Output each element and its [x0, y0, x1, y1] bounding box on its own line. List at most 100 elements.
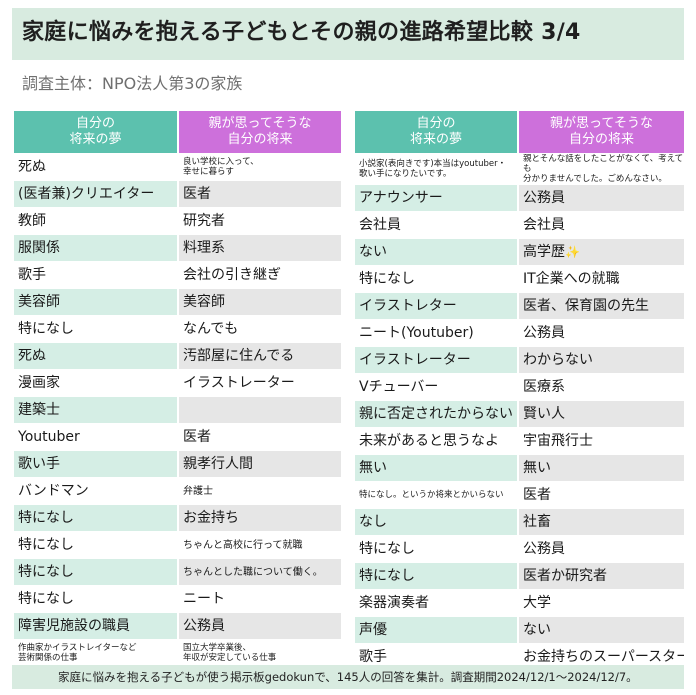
parent-expectation-cell: わからない [518, 346, 684, 374]
own-dream-cell: 漫画家 [14, 369, 179, 397]
parent-expectation-cell: 医者 [178, 180, 341, 208]
own-dream-cell: 特になし [14, 531, 179, 559]
own-dream-cell: 特になし [14, 315, 179, 343]
own-dream-cell: 会社員 [355, 211, 519, 239]
parent-expectation-cell: 高学歴✨ [518, 238, 684, 266]
parent-expectation-cell: 料理系 [178, 234, 341, 262]
own-dream-cell: ニート(Youtuber) [355, 319, 519, 347]
own-dream-cell: 楽器演奏者 [355, 589, 519, 617]
own-dream-cell: 特になし [14, 558, 179, 586]
table-row: 楽器演奏者 大学 [355, 589, 684, 617]
parent-expectation-cell: 弁護士 [178, 477, 341, 505]
table-row: 歌い手 親孝行人間 [14, 450, 341, 478]
table-row: Vチューバー 医療系 [355, 373, 684, 401]
own-dream-cell: イラストレーター [355, 346, 519, 374]
own-dream-cell: 声優 [355, 616, 519, 644]
table-header-row: 自分の 将来の夢 親が思ってそうな 自分の将来 [355, 111, 684, 154]
parent-expectation-cell: 親孝行人間 [178, 450, 341, 478]
own-dream-cell: アナウンサー [355, 184, 519, 212]
table-row: 特になし なんでも [14, 315, 341, 343]
header-own-dream: 自分の 将来の夢 [355, 111, 519, 154]
table-row: 歌手 会社の引き継ぎ [14, 261, 341, 289]
own-dream-cell: 無い [355, 454, 519, 482]
own-dream-cell: Vチューバー [355, 373, 519, 401]
header-parent-expectation: 親が思ってそうな 自分の将来 [518, 111, 684, 154]
parent-expectation-cell: なんでも [178, 315, 341, 343]
own-dream-cell: 特になし [355, 562, 519, 590]
own-dream-cell: 特になし [14, 504, 179, 532]
parent-expectation-cell: 公務員 [178, 612, 341, 640]
table-row: 特になし 公務員 [355, 535, 684, 563]
page-title: 家庭に悩みを抱える子どもとその親の進路希望比較 3/4 [22, 20, 581, 45]
title-banner [12, 8, 684, 60]
table-header-row: 自分の 将来の夢 親が思ってそうな 自分の将来 [14, 111, 341, 154]
own-dream-cell: イラストレター [355, 292, 519, 320]
parent-expectation-cell: 医者 [518, 481, 684, 509]
footer-note: 家庭に悩みを抱える子どもが使う掲示板gedokunで、145人の回答を集計。調査… [58, 670, 638, 684]
own-dream-cell: 障害児施設の職員 [14, 612, 179, 640]
table-row: 作曲家かイラストレイターなど 芸術関係の仕事 国立大学卒業後、 年収が安定している仕事 [14, 639, 341, 667]
table-row: 声優 ない [355, 616, 684, 644]
header-own-dream: 自分の 将来の夢 [14, 111, 179, 154]
own-dream-cell: (医者兼)クリエイター [14, 180, 179, 208]
parent-expectation-cell: イラストレーター [178, 369, 341, 397]
parent-expectation-cell: お金持ち [178, 504, 341, 532]
table-row: 未来があると思うなよ 宇宙飛行士 [355, 427, 684, 455]
own-dream-cell: 歌い手 [14, 450, 179, 478]
table-row: 小説家(表向きです)本当はyoutuber・ 歌い手になりたいです。 親とそんな話を… [355, 153, 684, 185]
parent-expectation-cell [178, 396, 341, 424]
own-dream-cell: 特になし [355, 265, 519, 293]
table-row: 特になし お金持ち [14, 504, 341, 532]
table-row: 特になし ちゃんと高校に行って就職 [14, 531, 341, 559]
parent-expectation-cell: 会社の引き継ぎ [178, 261, 341, 289]
parent-expectation-cell: 公務員 [518, 184, 684, 212]
parent-expectation-cell: ちゃんと高校に行って就職 [178, 531, 341, 559]
right-comparison-table: 自分の 将来の夢 親が思ってそうな 自分の将来 小説家(表向きです)本当はyoutube… [355, 111, 684, 671]
own-dream-cell: 特になし。というか将来とかいらない [355, 481, 519, 509]
table-row: 特になし IT企業への就職 [355, 265, 684, 293]
sparkle-icon: ✨ [565, 244, 580, 259]
table-row: ニート(Youtuber) 公務員 [355, 319, 684, 347]
table-row: 特になし。というか将来とかいらない 医者 [355, 481, 684, 509]
parent-expectation-cell: 汚部屋に住んでる [178, 342, 341, 370]
table-row: 障害児施設の職員 公務員 [14, 612, 341, 640]
own-dream-cell: 小説家(表向きです)本当はyoutuber・ 歌い手になりたいです。 [355, 153, 519, 185]
table-row: なし 社畜 [355, 508, 684, 536]
own-dream-cell: 未来があると思うなよ [355, 427, 519, 455]
own-dream-cell: 特になし [355, 535, 519, 563]
own-dream-cell: 死ぬ [14, 153, 179, 181]
left-comparison-table: 自分の 将来の夢 親が思ってそうな 自分の将来 死ぬ 良い学校に入って、 幸せに暮らす (医者… [14, 111, 341, 667]
parent-expectation-cell: 美容師 [178, 288, 341, 316]
table-row: イラストレーター わからない [355, 346, 684, 374]
parent-expectation-cell: 大学 [518, 589, 684, 617]
header-parent-expectation: 親が思ってそうな 自分の将来 [178, 111, 341, 154]
own-dream-cell: 歌手 [14, 261, 179, 289]
parent-expectation-cell: 社畜 [518, 508, 684, 536]
table-row: バンドマン 弁護士 [14, 477, 341, 505]
parent-expectation-cell: 医療系 [518, 373, 684, 401]
parent-expectation-cell: IT企業への就職 [518, 265, 684, 293]
page-subtitle: 調査主体：NPO法人第3の家族 [22, 74, 243, 93]
table-row: 特になし ニート [14, 585, 341, 613]
parent-expectation-cell: 医者か研究者 [518, 562, 684, 590]
parent-expectation-cell: ない [518, 616, 684, 644]
table-row: 教師 研究者 [14, 207, 341, 235]
parent-expectation-cell: ニート [178, 585, 341, 613]
table-row: 親に否定されたからない 賢い人 [355, 400, 684, 428]
table-row: 漫画家 イラストレーター [14, 369, 341, 397]
parent-expectation-cell: ちゃんとした職について働く。 [178, 558, 341, 586]
own-dream-cell: Youtuber [14, 423, 179, 451]
table-row: 会社員 会社員 [355, 211, 684, 239]
parent-expectation-cell: 研究者 [178, 207, 341, 235]
own-dream-cell: ない [355, 238, 519, 266]
table-row: 建築士 [14, 396, 341, 424]
own-dream-cell: なし [355, 508, 519, 536]
parent-expectation-cell: 無い [518, 454, 684, 482]
parent-expectation-cell: 賢い人 [518, 400, 684, 428]
table-row: Youtuber 医者 [14, 423, 341, 451]
parent-expectation-cell: 公務員 [518, 535, 684, 563]
table-row: 無い 無い [355, 454, 684, 482]
footer-banner [12, 665, 684, 689]
own-dream-cell: 作曲家かイラストレイターなど 芸術関係の仕事 [14, 639, 179, 667]
own-dream-cell: 服関係 [14, 234, 179, 262]
